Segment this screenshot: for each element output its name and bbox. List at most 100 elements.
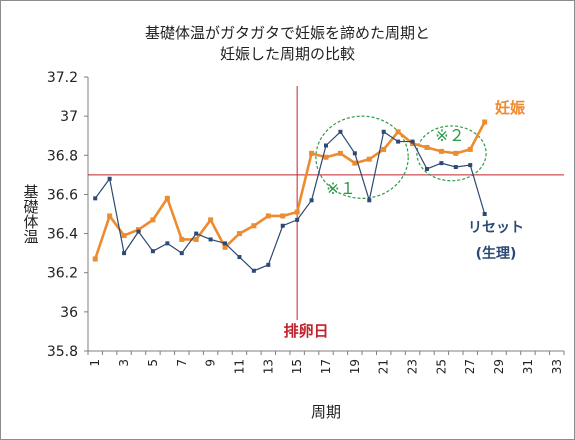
series-layer	[92, 119, 488, 273]
y-tick-label: 37.2	[47, 70, 78, 86]
series-line	[93, 121, 486, 260]
y-tick-label: 36.6	[47, 187, 78, 203]
data-point	[381, 146, 387, 152]
data-point	[236, 231, 242, 237]
x-tick-label: 29	[492, 359, 506, 374]
data-point	[467, 146, 473, 152]
x-axis-label: 周期	[311, 403, 341, 421]
data-point	[280, 213, 286, 219]
x-tick-label: 5	[146, 359, 160, 367]
data-point	[93, 196, 98, 201]
series-1	[92, 119, 488, 262]
data-point	[280, 223, 285, 228]
data-point	[107, 213, 113, 219]
data-point	[439, 161, 444, 166]
data-point	[438, 148, 444, 154]
y-tick-label: 37	[60, 109, 78, 125]
data-point	[237, 255, 242, 260]
data-point	[266, 262, 271, 267]
annotation-label-2: ※２	[435, 126, 464, 145]
data-point	[482, 212, 487, 216]
x-tick-label: 31	[521, 359, 535, 374]
ovulation-label: 排卵日	[284, 322, 329, 340]
data-point	[366, 156, 372, 162]
y-tick-label: 36.4	[47, 227, 78, 243]
data-point	[381, 129, 386, 134]
data-point	[92, 256, 98, 262]
reference-lines	[88, 86, 564, 320]
x-tick-label: 11	[232, 359, 246, 374]
data-point	[194, 231, 199, 236]
data-point	[122, 251, 127, 256]
data-point	[223, 241, 228, 246]
annotation-ellipses	[315, 115, 487, 199]
data-point	[265, 213, 271, 219]
chart-title-line-2: 妊娠した周期の比較	[219, 45, 355, 63]
data-point	[107, 176, 112, 181]
series-2	[93, 129, 487, 273]
data-point	[323, 154, 329, 160]
data-point	[367, 198, 372, 203]
data-point	[396, 139, 401, 144]
annotation-ellipse-1	[315, 115, 409, 199]
y-tick-label: 36.2	[47, 266, 78, 282]
data-point	[295, 217, 300, 222]
data-point	[193, 236, 199, 242]
data-point	[468, 163, 473, 168]
x-tick-label: 15	[290, 359, 304, 374]
x-tick-label: 23	[406, 359, 420, 374]
x-tick-label: 7	[175, 359, 189, 367]
data-point	[410, 139, 415, 144]
x-tick-label: 13	[261, 359, 275, 374]
x-tick-label: 27	[463, 359, 477, 374]
annotation-label-1: ※１	[326, 179, 355, 198]
data-point	[121, 233, 127, 239]
data-point	[309, 198, 314, 203]
data-point	[453, 150, 459, 156]
data-point	[482, 119, 488, 125]
data-point	[352, 151, 357, 156]
x-tick-label: 33	[550, 359, 564, 374]
data-point	[338, 129, 343, 134]
data-point	[179, 251, 184, 256]
data-point	[294, 209, 300, 215]
x-tick-label: 9	[204, 359, 218, 367]
data-point	[150, 249, 155, 254]
x-tick-label: 1	[88, 359, 102, 367]
data-point	[337, 150, 343, 156]
data-point	[136, 229, 141, 234]
data-point	[165, 241, 170, 246]
data-point	[164, 195, 170, 201]
x-tick-label: 3	[117, 359, 131, 367]
data-point	[251, 268, 256, 273]
data-point	[395, 129, 401, 135]
annotation-ellipse-2	[416, 125, 487, 182]
x-tick-label: 25	[434, 359, 448, 374]
series-label-reset-line-1: リセット	[468, 220, 524, 236]
data-point	[251, 223, 257, 229]
data-point	[179, 236, 185, 242]
y-tick-label: 36.8	[47, 148, 78, 164]
series-line	[94, 131, 486, 272]
chart-title-line-1: 基礎体温がガタガタで妊娠を諦めた周期と	[144, 24, 430, 42]
series-label-reset-line-2: (生理)	[476, 245, 517, 262]
data-point	[324, 143, 328, 148]
data-point	[453, 165, 458, 170]
x-tick-label: 21	[377, 359, 391, 374]
data-point	[424, 166, 429, 171]
x-tick-label: 17	[319, 359, 333, 374]
y-tick-label: 35.8	[47, 344, 78, 360]
data-point	[150, 217, 156, 223]
data-point	[424, 144, 430, 150]
data-point	[208, 237, 213, 242]
series-label-pregnancy: 妊娠	[495, 99, 526, 117]
data-point	[352, 160, 358, 166]
data-point	[222, 244, 228, 250]
data-point	[208, 217, 214, 223]
y-axis-label: 基礎体温	[22, 184, 40, 244]
data-point	[309, 150, 315, 156]
